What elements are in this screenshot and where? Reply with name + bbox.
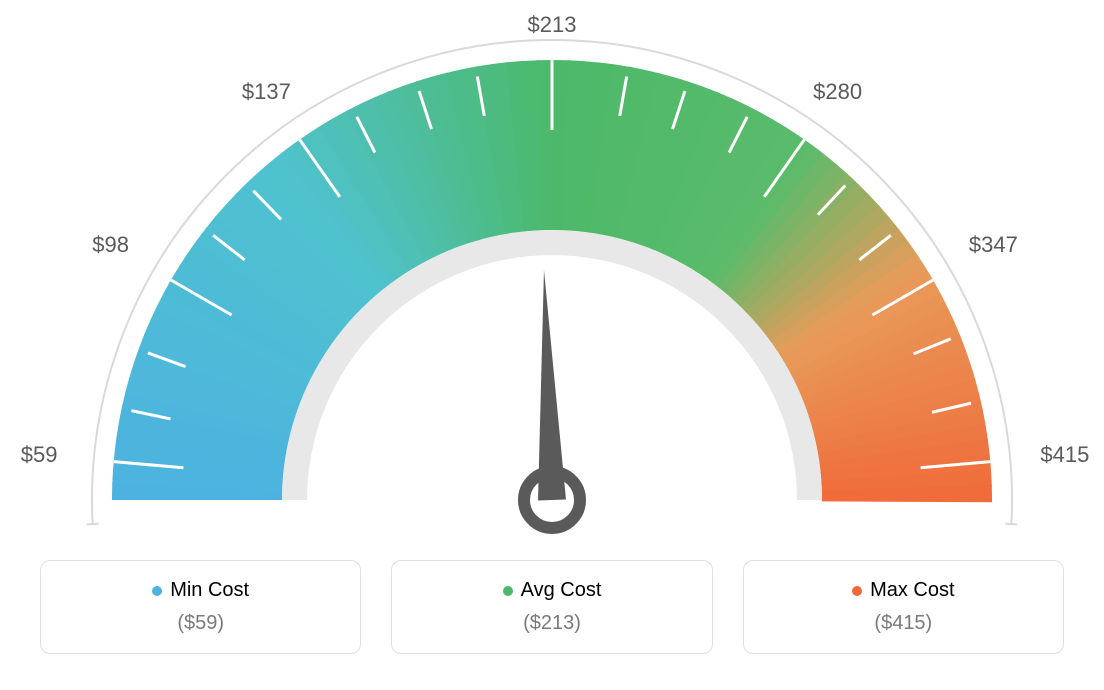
gauge-tick-label: $347 bbox=[969, 232, 1018, 258]
legend-value-avg: ($213) bbox=[412, 612, 691, 635]
legend-title-min: Min Cost bbox=[61, 579, 340, 602]
legend-title-avg: Avg Cost bbox=[412, 579, 691, 602]
legend-title-text: Max Cost bbox=[870, 579, 954, 602]
legend-card-min: Min Cost ($59) bbox=[40, 560, 361, 654]
dot-icon bbox=[503, 586, 513, 596]
legend-value-min: ($59) bbox=[61, 612, 340, 635]
dot-icon bbox=[152, 586, 162, 596]
legend-card-max: Max Cost ($415) bbox=[743, 560, 1064, 654]
gauge-tick-label: $137 bbox=[242, 79, 291, 105]
legend-title-text: Avg Cost bbox=[521, 579, 602, 602]
legend-card-avg: Avg Cost ($213) bbox=[391, 560, 712, 654]
gauge-tick-label: $415 bbox=[1040, 442, 1089, 468]
gauge-tick-label: $280 bbox=[813, 79, 862, 105]
legend-title-text: Min Cost bbox=[170, 579, 249, 602]
gauge-chart: $59 $98 $137 $213 $280 $347 $415 bbox=[0, 0, 1104, 540]
gauge-tick-label: $98 bbox=[92, 232, 129, 258]
legend-value-max: ($415) bbox=[764, 612, 1043, 635]
gauge-svg bbox=[0, 0, 1104, 540]
gauge-tick-label: $59 bbox=[21, 442, 58, 468]
dot-icon bbox=[852, 586, 862, 596]
gauge-tick-label: $213 bbox=[528, 12, 577, 38]
legend-row: Min Cost ($59) Avg Cost ($213) Max Cost … bbox=[0, 560, 1104, 654]
legend-title-max: Max Cost bbox=[764, 579, 1043, 602]
